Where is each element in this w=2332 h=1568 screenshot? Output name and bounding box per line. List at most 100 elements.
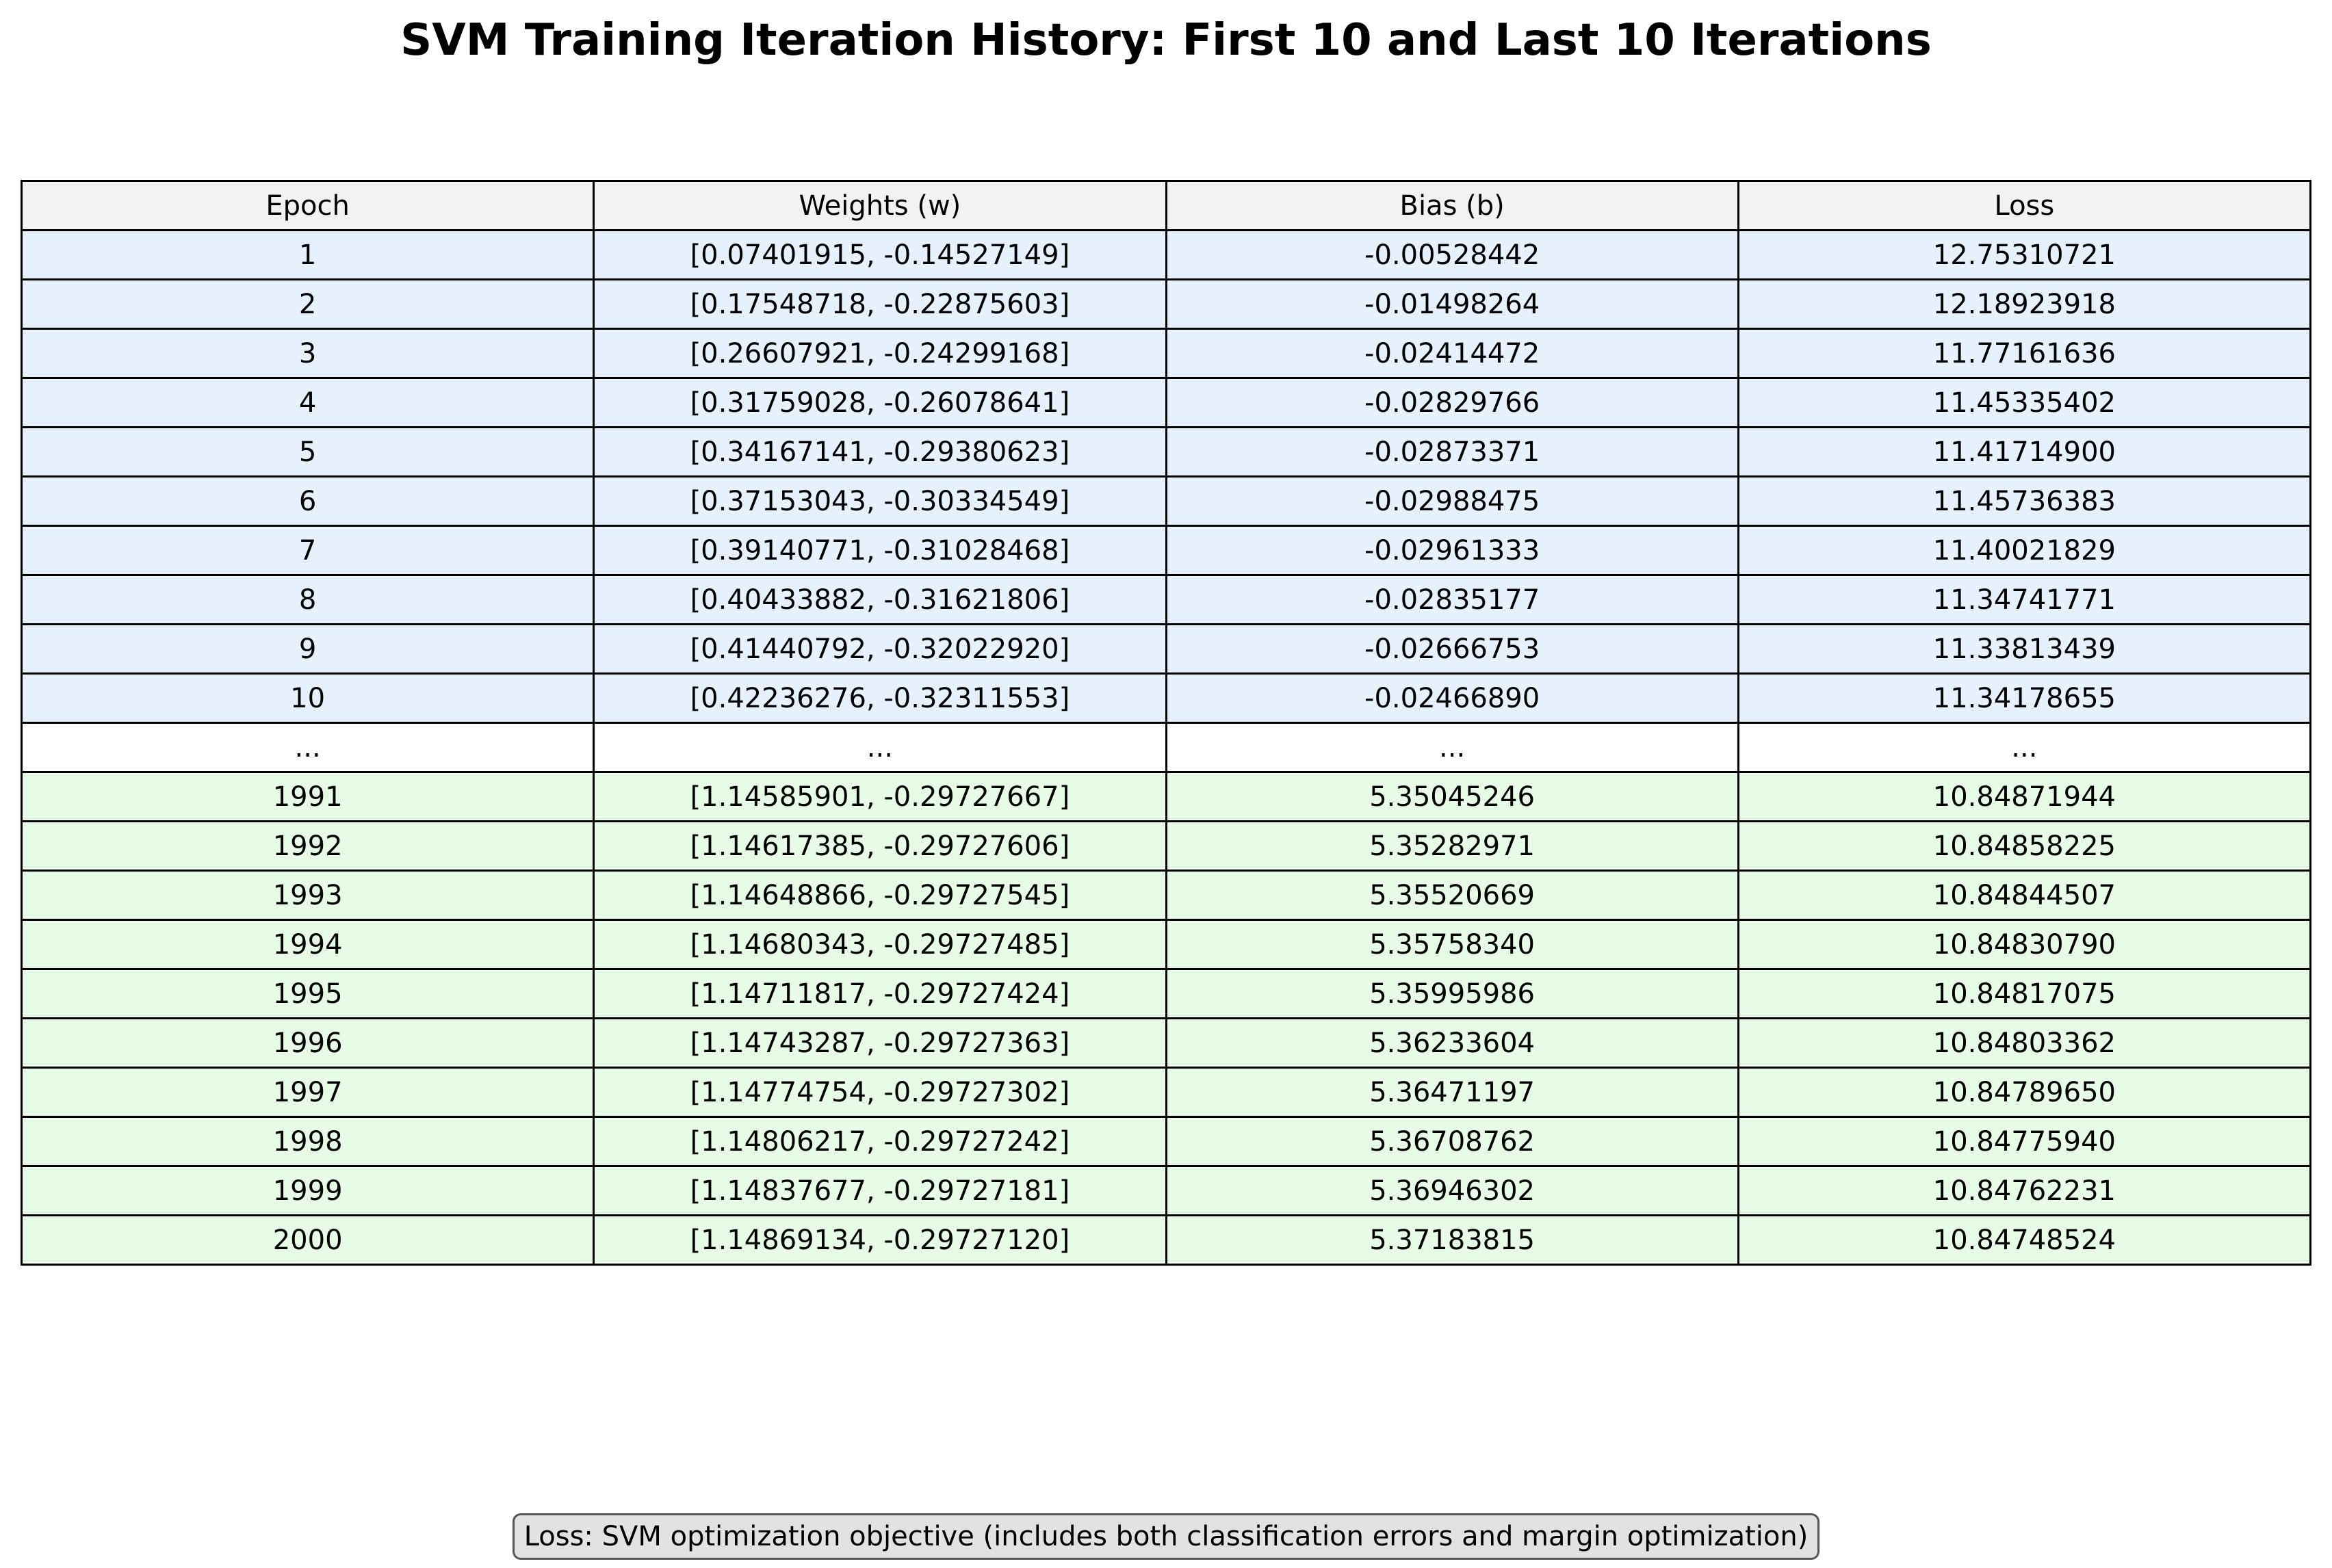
cell-epoch: 1994 <box>20 919 595 970</box>
cell-epoch: 1992 <box>20 820 595 872</box>
cell-bias: -0.02414472 <box>1165 328 1739 379</box>
table-row: 2 [0.17548718, -0.22875603] -0.01498264 12.… <box>20 278 2312 330</box>
cell-bias: -0.02466890 <box>1165 672 1739 724</box>
table-row: 2000 [1.14869134, -0.29727120] 5.37183815 1… <box>20 1214 2312 1266</box>
cell-loss: 10.84789650 <box>1737 1067 2312 1118</box>
cell-epoch: 1995 <box>20 968 595 1019</box>
cell-loss: 10.84748524 <box>1737 1214 2312 1266</box>
cell-bias: 5.35758340 <box>1165 919 1739 970</box>
cell-loss: 10.84871944 <box>1737 771 2312 822</box>
cell-loss: 10.84803362 <box>1737 1017 2312 1069</box>
cell-epoch: 9 <box>20 623 595 675</box>
cell-weights: ... <box>593 722 1167 773</box>
cell-bias: 5.35520669 <box>1165 870 1739 921</box>
cell-loss: 12.18923918 <box>1737 278 2312 330</box>
cell-bias: ... <box>1165 722 1739 773</box>
table-header-row: Epoch Weights (w) Bias (b) Loss <box>20 180 2312 231</box>
cell-loss: 11.40021829 <box>1737 525 2312 576</box>
cell-weights: [1.14617385, -0.29727606] <box>593 820 1167 872</box>
table-row: 1996 [1.14743287, -0.29727363] 5.36233604 1… <box>20 1017 2312 1069</box>
cell-weights: [1.14648866, -0.29727545] <box>593 870 1167 921</box>
cell-loss: 10.84830790 <box>1737 919 2312 970</box>
table-row: 6 [0.37153043, -0.30334549] -0.02988475 11.… <box>20 475 2312 527</box>
cell-weights: [1.14711817, -0.29727424] <box>593 968 1167 1019</box>
table-row: 3 [0.26607921, -0.24299168] -0.02414472 11.… <box>20 328 2312 379</box>
cell-loss: 10.84844507 <box>1737 870 2312 921</box>
table-row: 1993 [1.14648866, -0.29727545] 5.35520669 1… <box>20 870 2312 921</box>
page-title: SVM Training Iteration History: First 10… <box>400 15 1932 66</box>
table-row: 10 [0.42236276, -0.32311553] -0.02466890 11… <box>20 672 2312 724</box>
table-row: 1992 [1.14617385, -0.29727606] 5.35282971 1… <box>20 820 2312 872</box>
cell-loss: 12.75310721 <box>1737 229 2312 280</box>
cell-loss: 11.45736383 <box>1737 475 2312 527</box>
cell-epoch: 10 <box>20 672 595 724</box>
cell-loss: 11.33813439 <box>1737 623 2312 675</box>
cell-bias: 5.35282971 <box>1165 820 1739 872</box>
table-row: 1999 [1.14837677, -0.29727181] 5.36946302 1… <box>20 1165 2312 1216</box>
cell-epoch: 1998 <box>20 1116 595 1167</box>
cell-weights: [0.40433882, -0.31621806] <box>593 574 1167 625</box>
table-row: 1995 [1.14711817, -0.29727424] 5.35995986 1… <box>20 968 2312 1019</box>
cell-loss: 11.77161636 <box>1737 328 2312 379</box>
cell-weights: [1.14869134, -0.29727120] <box>593 1214 1167 1266</box>
cell-bias: -0.02873371 <box>1165 426 1739 478</box>
cell-epoch: 1997 <box>20 1067 595 1118</box>
footnote-container: Loss: SVM optimization objective (includ… <box>0 1513 2332 1560</box>
table-row: 1 [0.07401915, -0.14527149] -0.00528442 12.… <box>20 229 2312 280</box>
cell-weights: [0.34167141, -0.29380623] <box>593 426 1167 478</box>
cell-weights: [1.14837677, -0.29727181] <box>593 1165 1167 1216</box>
cell-bias: -0.02961333 <box>1165 525 1739 576</box>
cell-epoch: 6 <box>20 475 595 527</box>
cell-bias: 5.37183815 <box>1165 1214 1739 1266</box>
cell-weights: [0.41440792, -0.32022920] <box>593 623 1167 675</box>
table-header: Epoch Weights (w) Bias (b) Loss <box>20 180 2312 231</box>
column-header-weights: Weights (w) <box>593 180 1167 231</box>
cell-bias: -0.00528442 <box>1165 229 1739 280</box>
cell-loss: 10.84775940 <box>1737 1116 2312 1167</box>
cell-bias: -0.02988475 <box>1165 475 1739 527</box>
cell-loss: 11.41714900 <box>1737 426 2312 478</box>
cell-epoch: 1 <box>20 229 595 280</box>
cell-epoch: 1996 <box>20 1017 595 1069</box>
cell-bias: -0.02829766 <box>1165 377 1739 428</box>
table-row: 5 [0.34167141, -0.29380623] -0.02873371 11.… <box>20 426 2312 478</box>
cell-epoch: 8 <box>20 574 595 625</box>
cell-weights: [1.14743287, -0.29727363] <box>593 1017 1167 1069</box>
column-header-bias: Bias (b) <box>1165 180 1739 231</box>
cell-loss: 10.84817075 <box>1737 968 2312 1019</box>
table-ellipsis-row: ............ <box>20 722 2312 773</box>
cell-weights: [0.26607921, -0.24299168] <box>593 328 1167 379</box>
table-row: 4 [0.31759028, -0.26078641] -0.02829766 11.… <box>20 377 2312 428</box>
cell-loss: 11.34178655 <box>1737 672 2312 724</box>
cell-bias: 5.36471197 <box>1165 1067 1739 1118</box>
cell-weights: [1.14585901, -0.29727667] <box>593 771 1167 822</box>
cell-bias: 5.35995986 <box>1165 968 1739 1019</box>
cell-loss: 11.45335402 <box>1737 377 2312 428</box>
cell-bias: 5.36946302 <box>1165 1165 1739 1216</box>
column-header-loss: Loss <box>1737 180 2312 231</box>
cell-weights: [0.31759028, -0.26078641] <box>593 377 1167 428</box>
footnote-box: Loss: SVM optimization objective (includ… <box>512 1513 1820 1560</box>
cell-epoch: 2000 <box>20 1214 595 1266</box>
cell-bias: 5.35045246 <box>1165 771 1739 822</box>
cell-weights: [0.17548718, -0.22875603] <box>593 278 1167 330</box>
cell-weights: [1.14774754, -0.29727302] <box>593 1067 1167 1118</box>
cell-bias: 5.36233604 <box>1165 1017 1739 1069</box>
cell-bias: -0.02835177 <box>1165 574 1739 625</box>
iteration-history-table: Epoch Weights (w) Bias (b) Loss 1 [0.0740191… <box>20 180 2312 1266</box>
cell-loss: 10.84762231 <box>1737 1165 2312 1216</box>
table-row: 8 [0.40433882, -0.31621806] -0.02835177 11.… <box>20 574 2312 625</box>
cell-epoch: 1993 <box>20 870 595 921</box>
cell-epoch: 3 <box>20 328 595 379</box>
table-row: 9 [0.41440792, -0.32022920] -0.02666753 11.… <box>20 623 2312 675</box>
cell-weights: [1.14680343, -0.29727485] <box>593 919 1167 970</box>
table-row: 1991 [1.14585901, -0.29727667] 5.35045246 1… <box>20 771 2312 822</box>
column-header-epoch: Epoch <box>20 180 595 231</box>
table-row: 1997 [1.14774754, -0.29727302] 5.36471197 1… <box>20 1067 2312 1118</box>
cell-loss: 10.84858225 <box>1737 820 2312 872</box>
table-row: 1998 [1.14806217, -0.29727242] 5.36708762 1… <box>20 1116 2312 1167</box>
cell-bias: 5.36708762 <box>1165 1116 1739 1167</box>
cell-epoch: 7 <box>20 525 595 576</box>
iteration-table-container: Epoch Weights (w) Bias (b) Loss 1 [0.0740191… <box>20 180 2312 1266</box>
cell-epoch: 1991 <box>20 771 595 822</box>
